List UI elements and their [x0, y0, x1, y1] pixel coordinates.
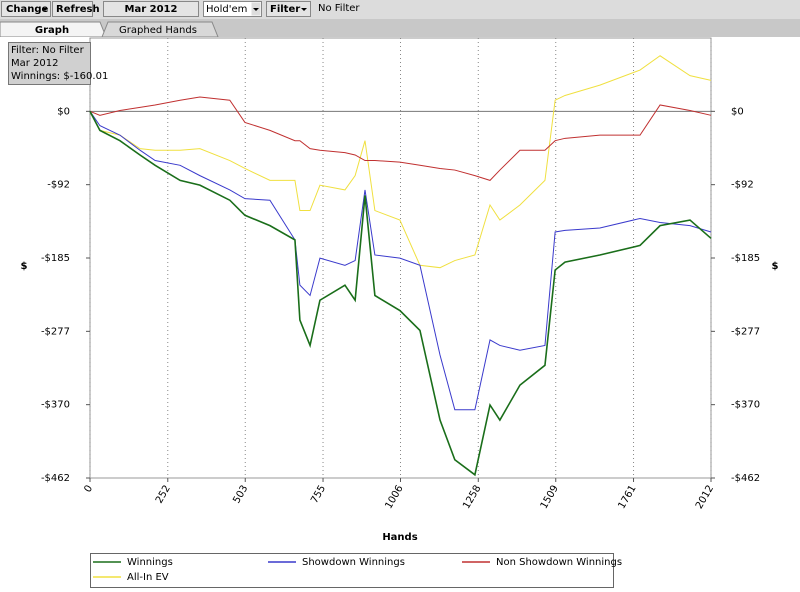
- select-label: Hold'em: [206, 4, 247, 15]
- graphed-hands-tab[interactable]: Graphed Hands: [101, 21, 219, 38]
- info-box: [8, 42, 91, 85]
- date-button[interactable]: Mar 2012: [103, 1, 199, 17]
- legend-label: Non Showdown Winnings: [496, 557, 622, 568]
- series-line: [89, 110, 712, 477]
- button-label: Filter: [270, 4, 300, 15]
- y-tick-label-right: $0: [731, 106, 744, 117]
- y-tick-label-right: -$370: [731, 400, 760, 411]
- y-tick-label: -$370: [41, 400, 70, 411]
- info-filter: Filter: No Filter: [11, 45, 85, 56]
- y-tick-label: -$185: [41, 253, 70, 264]
- filter-text: No Filter: [318, 3, 360, 14]
- y-tick-label-right: -$462: [731, 473, 760, 484]
- y-tick-label-right: -$92: [731, 180, 754, 191]
- legend: [90, 553, 614, 588]
- button-label: Mar 2012: [125, 4, 178, 15]
- y-axis-label-right: $: [772, 261, 779, 272]
- y-tick-label-right: -$277: [731, 326, 760, 337]
- button-label: Refresh: [56, 4, 100, 15]
- game-select[interactable]: Hold'em: [203, 1, 262, 17]
- y-axis-label: $: [21, 261, 28, 272]
- change-button[interactable]: Change: [1, 1, 51, 17]
- series-line: [89, 96, 712, 181]
- button-label: Change: [6, 4, 48, 15]
- toolbar: [0, 0, 800, 19]
- x-tick-label: 0: [82, 484, 95, 495]
- legend-label: All-In EV: [127, 572, 169, 583]
- legend-label: Showdown Winnings: [302, 557, 405, 568]
- y-tick-label: -$462: [41, 473, 70, 484]
- filter-button[interactable]: Filter: [266, 1, 311, 17]
- y-tick-label: $0: [57, 106, 70, 117]
- y-tick-label: -$277: [41, 326, 70, 337]
- info-winnings: Winnings: $-160.01: [11, 71, 108, 82]
- x-axis-label: Hands: [382, 532, 417, 543]
- plot: 0 252 503 755 1006 1258 1509 1761 2012$0 $0-$92 -$…: [41, 37, 760, 511]
- tab-label: Graphed Hands: [119, 25, 197, 36]
- graph-tab[interactable]: Graph: [0, 21, 107, 38]
- series-line: [89, 55, 712, 269]
- y-tick-label-right: -$185: [731, 253, 760, 264]
- legend-label: Winnings: [127, 557, 173, 568]
- refresh-button[interactable]: Refresh: [52, 1, 100, 17]
- info-date: Mar 2012: [11, 58, 59, 69]
- tab-label: Graph: [35, 25, 69, 36]
- series-line: [89, 111, 712, 411]
- y-tick-label: -$92: [47, 180, 70, 191]
